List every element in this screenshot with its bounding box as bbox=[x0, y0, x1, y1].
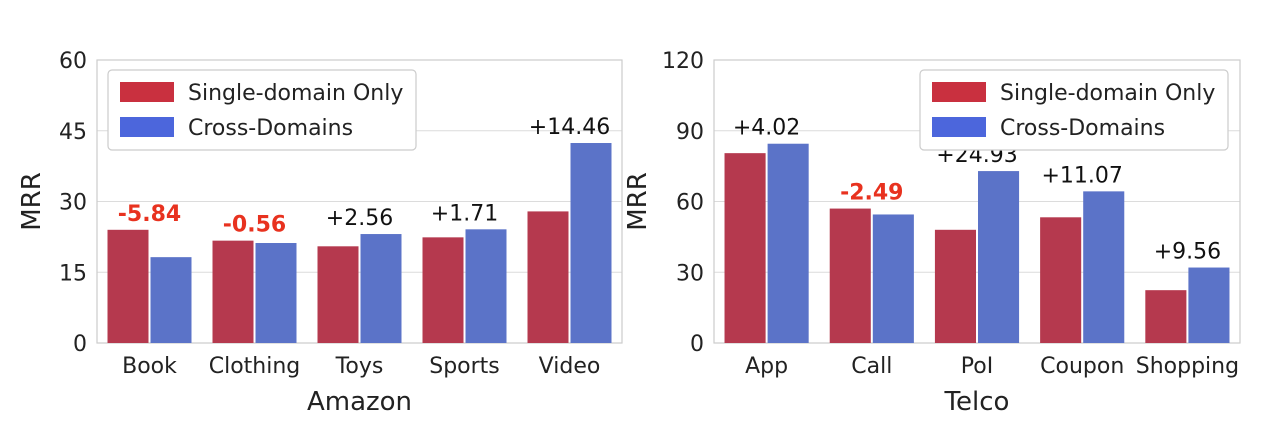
x-axis-title: Telco bbox=[944, 387, 1010, 417]
legend-swatch bbox=[120, 82, 174, 102]
bar-cross-domains bbox=[150, 257, 192, 343]
bar-single-domain bbox=[1040, 217, 1082, 343]
y-axis-title: MRR bbox=[623, 172, 653, 231]
x-tick-label: App bbox=[745, 354, 788, 379]
bar-single-domain bbox=[212, 240, 254, 343]
x-tick-label: Coupon bbox=[1040, 354, 1124, 379]
bar-single-domain bbox=[527, 211, 569, 343]
bar-single-domain bbox=[317, 246, 359, 343]
legend-label: Single-domain Only bbox=[188, 81, 403, 106]
bar-cross-domains bbox=[255, 243, 297, 343]
plot-frame bbox=[713, 59, 1241, 344]
bar-single-domain bbox=[829, 208, 871, 343]
x-tick-label: Call bbox=[851, 354, 892, 379]
y-tick-label: 90 bbox=[676, 120, 704, 145]
bar-single-domain bbox=[422, 237, 464, 343]
data-label: +2.56 bbox=[326, 206, 393, 231]
y-tick-label: 30 bbox=[59, 191, 87, 216]
bar-cross-domains bbox=[1083, 191, 1125, 343]
y-tick-label: 15 bbox=[59, 261, 87, 286]
data-label: -5.84 bbox=[118, 202, 181, 227]
bar-single-domain bbox=[934, 229, 976, 343]
legend-swatch bbox=[120, 117, 174, 137]
y-tick-label: 45 bbox=[59, 120, 87, 145]
data-label: +4.02 bbox=[733, 116, 800, 141]
chart-panel-amazon: 0 15 30 45 60 Book -5.84 Clothing -0.56 Toys +2.56… bbox=[17, 49, 623, 417]
x-tick-label: Clothing bbox=[209, 354, 301, 379]
y-tick-label: 60 bbox=[59, 49, 87, 74]
y-axis-title: MRR bbox=[17, 172, 47, 231]
x-axis-title: Amazon bbox=[307, 387, 412, 417]
bar-single-domain bbox=[107, 229, 149, 343]
legend-box bbox=[919, 69, 1229, 151]
bar-cross-domains bbox=[465, 229, 507, 343]
y-tick-label: 0 bbox=[73, 332, 87, 357]
x-tick-label: PoI bbox=[961, 354, 993, 379]
data-label: +11.07 bbox=[1041, 163, 1122, 188]
y-tick-label: 30 bbox=[676, 261, 704, 286]
x-tick-label: Shopping bbox=[1136, 354, 1239, 379]
legend: Single-domain Only Cross-Domains bbox=[107, 69, 417, 151]
bar-cross-domains bbox=[978, 171, 1020, 343]
y-tick-label: 60 bbox=[676, 191, 704, 216]
legend-label: Single-domain Only bbox=[1000, 81, 1215, 106]
legend: Single-domain Only Cross-Domains bbox=[919, 69, 1229, 151]
bar-cross-domains bbox=[360, 234, 402, 343]
legend-label: Cross-Domains bbox=[1000, 116, 1165, 141]
bar-single-domain bbox=[1145, 290, 1187, 343]
data-label: +9.56 bbox=[1154, 240, 1221, 265]
plot-frame bbox=[96, 59, 623, 344]
legend-swatch bbox=[932, 82, 986, 102]
bar-single-domain bbox=[724, 153, 766, 343]
y-tick-label: 0 bbox=[690, 332, 704, 357]
legend-swatch bbox=[932, 117, 986, 137]
x-tick-label: Book bbox=[122, 354, 177, 379]
x-tick-label: Sports bbox=[429, 354, 500, 379]
x-tick-label: Video bbox=[539, 354, 601, 379]
legend-box bbox=[107, 69, 417, 151]
x-tick-label: Toys bbox=[335, 354, 384, 379]
data-label: -2.49 bbox=[840, 181, 903, 206]
bar-cross-domains bbox=[570, 143, 612, 343]
data-label: +14.46 bbox=[529, 115, 610, 140]
legend-label: Cross-Domains bbox=[188, 116, 353, 141]
bar-cross-domains bbox=[872, 214, 914, 343]
chart-panel-telco: 0306090120App+4.02Call-2.49PoI+24.93Coup… bbox=[623, 49, 1241, 417]
bar-cross-domains bbox=[767, 143, 809, 343]
y-tick-label: 120 bbox=[662, 49, 704, 74]
data-label: -0.56 bbox=[223, 213, 286, 238]
bar-cross-domains bbox=[1188, 267, 1230, 343]
data-label: +1.71 bbox=[431, 201, 498, 226]
